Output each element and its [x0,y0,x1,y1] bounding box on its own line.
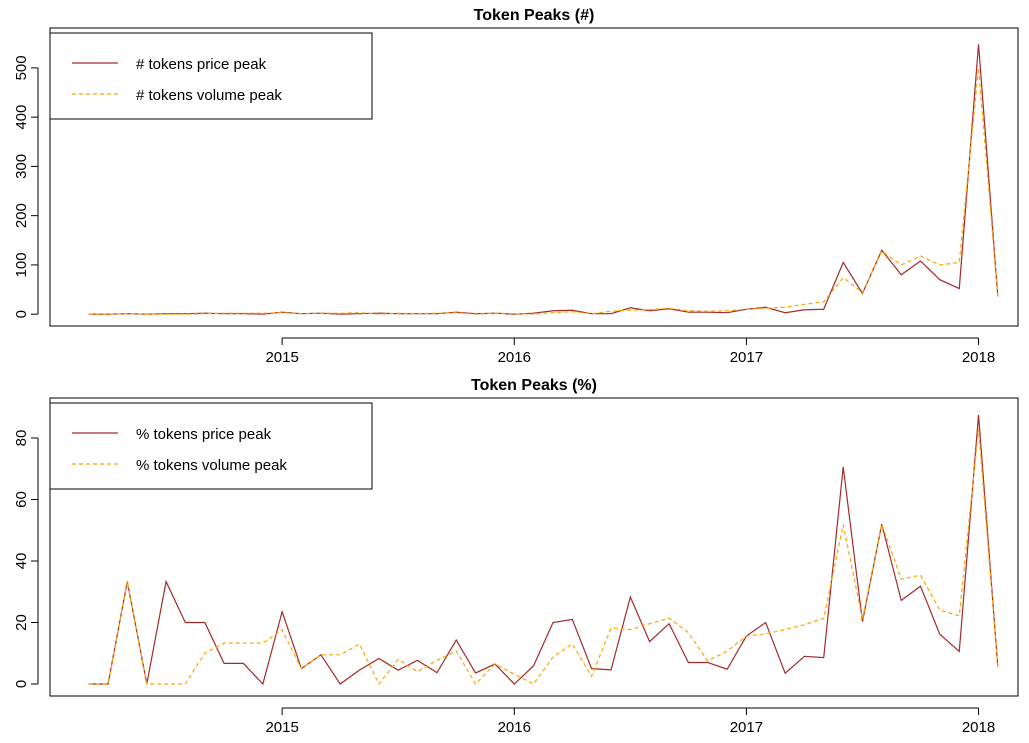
y-tick-label: 60 [13,491,30,508]
legend-label: # tokens volume peak [136,87,282,104]
legend-box [49,32,373,120]
legend-label: % tokens volume peak [136,457,287,474]
y-tick-label: 400 [13,105,30,130]
data-line [88,428,999,686]
chart-title: Token Peaks (#) [474,7,595,24]
y-tick-label: 200 [13,203,30,228]
plot-frame [49,27,1019,327]
legend-label: # tokens price peak [136,56,267,73]
x-tick-label: 2018 [962,349,995,366]
y-tick-label: 0 [13,310,30,318]
x-tick-label: 2015 [265,719,298,736]
x-tick-label: 2018 [962,719,995,736]
y-tick-label: 80 [13,430,30,447]
data-line [88,44,999,315]
x-tick-label: 2017 [730,719,763,736]
y-tick-label: 100 [13,252,30,277]
x-tick-label: 2015 [265,349,298,366]
y-tick-label: 500 [13,55,30,80]
legend-label: % tokens price peak [136,426,272,443]
data-line [88,67,999,315]
plot-frame [49,397,1019,697]
chart-title: Token Peaks (%) [471,377,597,394]
y-tick-label: 40 [13,553,30,570]
y-tick-label: 0 [13,680,30,688]
x-tick-label: 2016 [498,349,531,366]
y-tick-label: 300 [13,154,30,179]
data-line [88,414,999,686]
y-tick-label: 20 [13,614,30,631]
x-tick-label: 2017 [730,349,763,366]
x-tick-label: 2016 [498,719,531,736]
legend-box [49,402,373,490]
